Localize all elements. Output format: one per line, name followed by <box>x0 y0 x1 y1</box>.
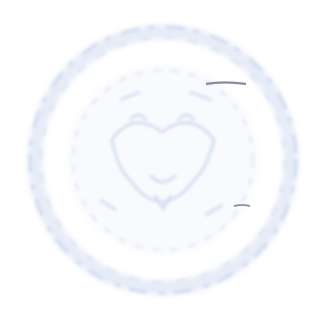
page: Stamp {} html, body { margin: 0; padding… <box>0 0 327 316</box>
pen-stroke <box>234 205 250 206</box>
stamp-image <box>0 0 327 316</box>
page-body: (() => { const data = JSON.parse(documen… <box>0 0 327 316</box>
